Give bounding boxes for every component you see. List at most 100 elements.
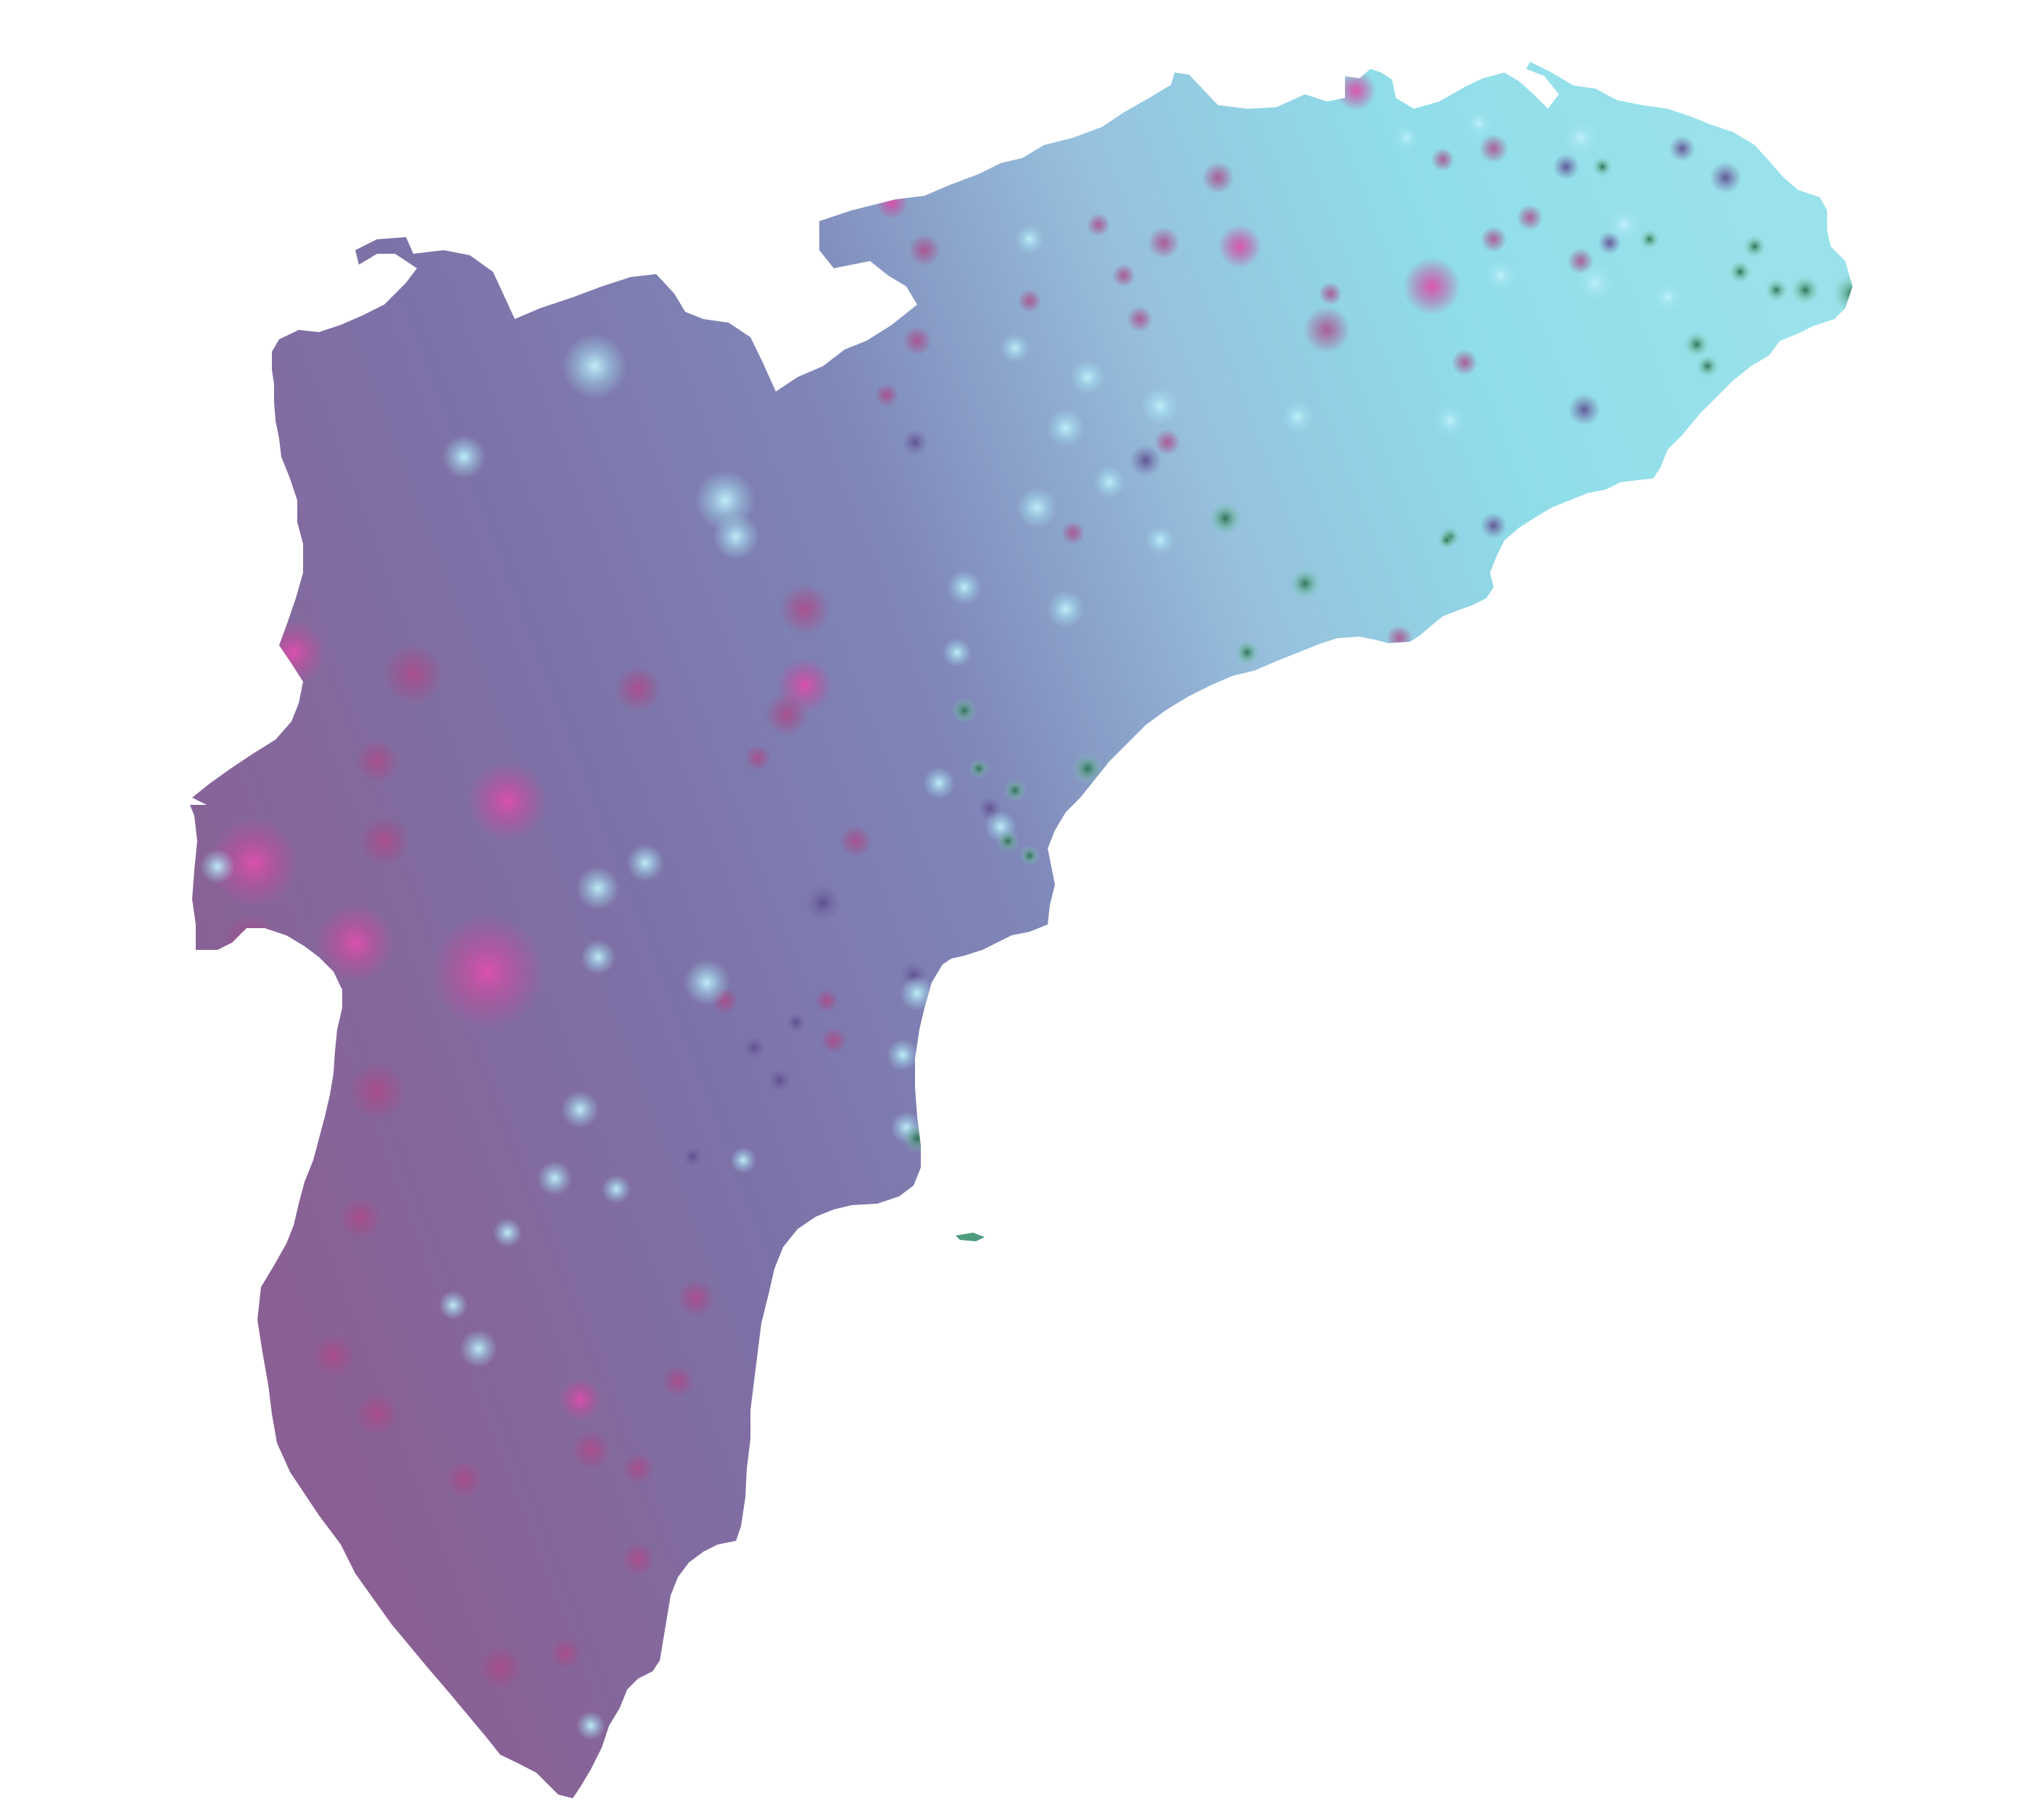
hotspot-116 bbox=[1289, 568, 1321, 600]
hotspot-51 bbox=[677, 1279, 715, 1317]
hotspot-91 bbox=[923, 767, 955, 799]
hotspot-100 bbox=[1434, 405, 1466, 437]
hotspot-102 bbox=[200, 849, 235, 884]
hotspot-109 bbox=[1394, 125, 1420, 151]
hotspot-4 bbox=[468, 761, 547, 841]
hotspot-123 bbox=[903, 1124, 932, 1153]
hotspot-35 bbox=[1061, 521, 1085, 545]
hotspot-80 bbox=[561, 1091, 599, 1128]
hotspot-24 bbox=[1479, 134, 1508, 163]
hotspot-17 bbox=[1336, 70, 1376, 111]
hotspot-77 bbox=[684, 959, 730, 1006]
hotspot-84 bbox=[1017, 487, 1057, 528]
hotspot-131 bbox=[1765, 278, 1788, 302]
hotspot-36 bbox=[1319, 282, 1342, 305]
hotspot-5 bbox=[261, 620, 326, 685]
region-outline bbox=[190, 62, 1853, 1798]
hotspot-21 bbox=[1148, 227, 1180, 259]
hotspot-88 bbox=[947, 570, 982, 605]
hotspot-95 bbox=[1070, 360, 1105, 394]
hotspot-65 bbox=[1386, 625, 1412, 651]
hotspot-72 bbox=[562, 334, 627, 399]
hotspot-34 bbox=[1154, 429, 1180, 455]
hotspot-117 bbox=[1234, 640, 1260, 666]
hotspot-layer bbox=[200, 70, 1853, 1740]
hotspot-55 bbox=[622, 1452, 654, 1484]
hotspot-105 bbox=[1607, 207, 1642, 242]
hotspot-136 bbox=[1639, 229, 1660, 249]
hotspot-128 bbox=[1791, 276, 1820, 305]
hotspot-107 bbox=[1485, 260, 1517, 291]
hotspot-60 bbox=[1710, 162, 1742, 194]
hotspot-59 bbox=[1568, 394, 1600, 426]
hotspot-114 bbox=[730, 1147, 756, 1173]
hotspot-30 bbox=[903, 326, 932, 355]
hotspot-106 bbox=[1563, 120, 1598, 155]
hotspot-115 bbox=[1208, 501, 1243, 536]
hotspot-25 bbox=[1452, 349, 1478, 376]
hotspot-39 bbox=[742, 1036, 766, 1059]
hotspot-86 bbox=[1141, 387, 1179, 425]
hotspot-125 bbox=[969, 758, 989, 779]
hotspot-66 bbox=[1352, 670, 1375, 693]
hotspot-92 bbox=[943, 638, 972, 667]
hotspot-37 bbox=[745, 745, 771, 771]
hotspot-122 bbox=[1019, 845, 1040, 866]
hotspot-104 bbox=[1576, 264, 1614, 302]
hotspot-71 bbox=[1481, 513, 1507, 539]
hotspot-48 bbox=[445, 1460, 483, 1498]
hotspot-110 bbox=[1653, 283, 1682, 312]
hotspot-127 bbox=[1832, 273, 1853, 314]
hotspot-12 bbox=[779, 584, 830, 634]
hotspot-54 bbox=[550, 1637, 581, 1669]
hotspot-56 bbox=[662, 1365, 694, 1397]
hotspot-69 bbox=[815, 989, 838, 1012]
hotspot-61 bbox=[1669, 136, 1695, 162]
hotspot-82 bbox=[460, 1330, 497, 1368]
hotspot-33 bbox=[1130, 444, 1162, 476]
hotspot-11 bbox=[615, 666, 661, 712]
hotspot-130 bbox=[1743, 235, 1766, 258]
hotspot-70 bbox=[786, 1012, 806, 1033]
hotspot-19 bbox=[1403, 257, 1461, 315]
hotspot-133 bbox=[1696, 355, 1719, 378]
hotspot-27 bbox=[1553, 154, 1579, 180]
hotspot-2 bbox=[315, 903, 395, 983]
hotspot-6 bbox=[383, 644, 444, 705]
hotspot-111 bbox=[576, 1711, 605, 1740]
hotspot-96 bbox=[1093, 466, 1125, 498]
hotspot-75 bbox=[713, 513, 759, 560]
hotspot-7 bbox=[221, 914, 279, 972]
hotspot-52 bbox=[621, 1542, 655, 1576]
hotspot-113 bbox=[602, 1175, 631, 1204]
hotspot-101 bbox=[887, 1039, 919, 1071]
hotspot-14 bbox=[765, 692, 808, 736]
hotspot-63 bbox=[1517, 204, 1543, 231]
hotspot-138 bbox=[1438, 531, 1455, 549]
hotspot-43 bbox=[682, 1146, 703, 1167]
islet-shape bbox=[956, 1233, 985, 1241]
hotspot-20 bbox=[1304, 307, 1350, 353]
region-surface bbox=[190, 62, 1853, 1798]
hotspot-50 bbox=[571, 1430, 611, 1471]
hotspot-28 bbox=[1431, 148, 1454, 171]
hotspot-45 bbox=[339, 1196, 382, 1240]
hotspot-57 bbox=[840, 825, 872, 857]
hotspot-81 bbox=[537, 1161, 572, 1196]
hotspot-135 bbox=[1778, 364, 1804, 390]
hotspot-108 bbox=[1466, 110, 1492, 136]
hotspot-83 bbox=[439, 1291, 468, 1320]
hotspot-46 bbox=[312, 1334, 355, 1378]
hotspot-10 bbox=[355, 740, 399, 783]
hotspot-90 bbox=[900, 976, 935, 1011]
hotspot-1 bbox=[209, 818, 299, 908]
hotspot-53 bbox=[479, 1646, 522, 1689]
hotspot-85 bbox=[1047, 409, 1085, 447]
hotspot-15 bbox=[876, 187, 908, 219]
hotspot-29 bbox=[1112, 264, 1135, 287]
hotspot-23 bbox=[1202, 162, 1234, 194]
hotspot-98 bbox=[1202, 767, 1234, 799]
hotspot-87 bbox=[1047, 590, 1085, 628]
hotspot-132 bbox=[1684, 331, 1710, 357]
